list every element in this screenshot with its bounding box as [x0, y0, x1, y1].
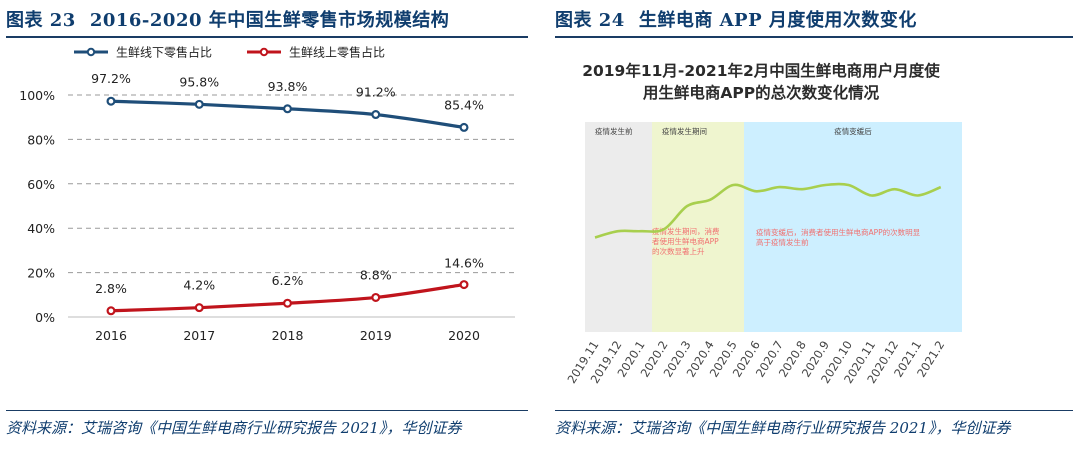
y-tick-label: 40%: [27, 221, 55, 236]
data-label: 97.2%: [91, 71, 131, 86]
right-figure-label: 图表 24: [555, 10, 625, 31]
y-tick-label: 100%: [19, 88, 55, 103]
x-tick-label: 2017: [183, 328, 215, 343]
annotation-text: 者使用生鲜电商APP: [652, 236, 719, 246]
period-label: 疫情变缓后: [834, 126, 872, 136]
data-point: [283, 104, 293, 114]
data-label: 4.2%: [183, 278, 215, 293]
data-point: [106, 306, 116, 316]
period-band: [585, 122, 652, 332]
data-label: 6.2%: [272, 273, 304, 288]
data-point: [371, 110, 381, 120]
x-tick-label: 2020: [448, 328, 480, 343]
left-source-note: 资料来源：艾瑞咨询《中国生鲜电商行业研究报告 2021》，华创证券: [6, 419, 462, 437]
data-label: 91.2%: [356, 85, 396, 100]
period-band: [744, 122, 962, 332]
data-point: [283, 298, 293, 308]
data-label: 2.8%: [95, 281, 127, 296]
period-label: 疫情发生期间: [662, 126, 707, 136]
data-label: 95.8%: [179, 74, 219, 89]
right-source-rule: [555, 410, 1073, 411]
legend-label: 生鲜线上零售占比: [289, 45, 385, 60]
x-tick-label: 2018: [272, 328, 304, 343]
data-point: [194, 99, 204, 109]
right-figure-panel: 图表 24 生鲜电商 APP 月度使用次数变化 2019年11月-2021年2月中…: [549, 0, 1073, 472]
left-title-rule: [6, 36, 528, 38]
data-label: 8.8%: [360, 267, 392, 282]
annotation-text: 疫情变缓后，消费者使用生鲜电商APP的次数明显: [756, 227, 921, 237]
data-label: 85.4%: [444, 97, 484, 112]
legend-swatch-marker: [86, 47, 96, 57]
x-tick-label: 2016: [95, 328, 127, 343]
y-tick-label: 80%: [27, 132, 55, 147]
right-figure-title: 图表 24 生鲜电商 APP 月度使用次数变化: [555, 6, 1073, 32]
y-tick-label: 20%: [27, 266, 55, 281]
data-point: [106, 96, 116, 106]
chart-inner-title: 2019年11月-2021年2月中国生鲜电商用户月度使: [582, 61, 940, 80]
data-label: 93.8%: [268, 79, 308, 94]
retail-structure-chart: 生鲜线下零售占比 生鲜线上零售占比 0% 20% 40% 60% 80% 100% 2016 20…: [19, 45, 515, 343]
left-figure-caption: 2016-2020 年中国生鲜零售市场规模结构: [89, 10, 450, 31]
data-point: [371, 292, 381, 302]
data-point: [459, 122, 469, 132]
data-point: [459, 280, 469, 290]
y-tick-label: 60%: [27, 177, 55, 192]
right-figure-caption: 生鲜电商 APP 月度使用次数变化: [638, 10, 917, 31]
annotation-text: 的次数显著上升: [652, 246, 705, 256]
data-label: 14.6%: [444, 256, 484, 271]
app-usage-chart: 2019年11月-2021年2月中国生鲜电商用户月度使用生鲜电商APP的总次数变…: [564, 61, 962, 386]
annotation-text: 疫情发生期间，消费: [652, 226, 720, 236]
right-source-note: 资料来源：艾瑞咨询《中国生鲜电商行业研究报告 2021》，华创证券: [555, 419, 1011, 437]
right-title-rule: [555, 36, 1073, 38]
period-label: 疫情发生前: [595, 126, 633, 136]
legend-swatch-marker: [259, 47, 269, 57]
x-tick-label: 2019: [360, 328, 392, 343]
data-point: [194, 303, 204, 313]
left-figure-title: 图表 23 2016-2020 年中国生鲜零售市场规模结构: [6, 6, 528, 32]
left-figure-panel: 图表 23 2016-2020 年中国生鲜零售市场规模结构 生鲜线下零售占比 生鲜线…: [0, 0, 528, 472]
legend-label: 生鲜线下零售占比: [116, 45, 212, 60]
left-figure-label: 图表 23: [6, 10, 76, 31]
chart-inner-title: 用生鲜电商APP的总次数变化情况: [643, 83, 880, 102]
usage-line: [594, 182, 942, 239]
annotation-text: 高于疫情发生前: [756, 237, 809, 247]
y-tick-label: 0%: [35, 310, 55, 325]
left-source-rule: [6, 410, 528, 411]
